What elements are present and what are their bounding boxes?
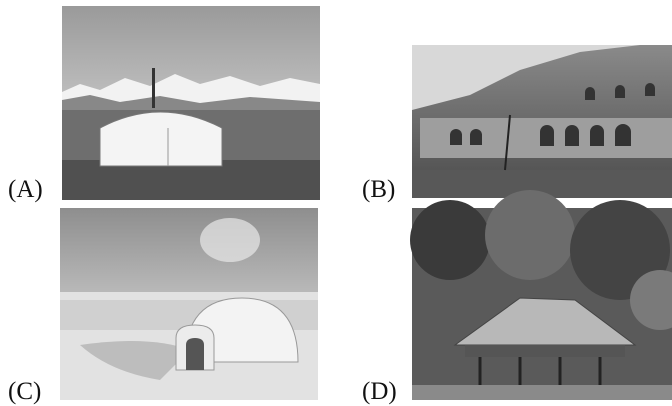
photo-yurt <box>62 6 320 200</box>
label-d: (D) <box>362 378 397 405</box>
label-a: (A) <box>8 176 43 203</box>
photo-stilt-hut <box>410 190 672 400</box>
photo-cave-dwellings <box>412 45 672 198</box>
label-b: (B) <box>362 176 395 203</box>
label-c: (C) <box>8 378 41 405</box>
photo-igloo <box>60 208 318 400</box>
